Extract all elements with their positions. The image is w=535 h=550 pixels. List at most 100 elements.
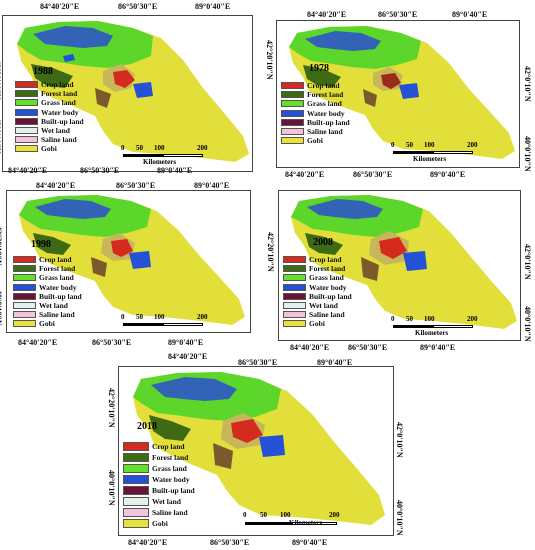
scale-bar: 0 50 100 200 Kilometers	[391, 141, 491, 163]
lon-label: 84°40′20″E	[285, 170, 325, 179]
legend-swatch	[15, 108, 38, 116]
legend-item: Saline land	[13, 310, 82, 319]
lon-label: 89°0′40″E	[430, 170, 466, 179]
legend-label: Gobi	[41, 144, 57, 154]
map-panel-1998: 1998 Crop land Forest land Grass land Wa…	[6, 190, 251, 333]
scale-tick: 50	[260, 511, 267, 519]
legend-label: Built-up land	[307, 117, 350, 127]
legend-item: Wet land	[15, 126, 84, 135]
legend-label: Forest land	[307, 90, 344, 100]
lat-label: 40°0′10″N	[395, 500, 404, 536]
legend-swatch	[283, 320, 306, 328]
lon-label: 86°50′30″E	[353, 170, 393, 179]
lat-label: 40°0′10″N	[107, 470, 116, 506]
legend-item: Crop land	[123, 441, 195, 452]
scale-tick: 100	[154, 313, 165, 321]
legend-label: Crop land	[41, 80, 74, 90]
legend-label: Saline land	[152, 508, 188, 517]
legend-swatch	[283, 265, 306, 273]
lat-label: 42°20′10″N	[0, 226, 3, 266]
legend-swatch	[13, 292, 36, 300]
legend-item: Water body	[15, 108, 84, 117]
legend-label: Grass land	[39, 273, 74, 283]
scale-bar: 0 50 100 200	[121, 313, 221, 335]
legend-label: Forest land	[152, 453, 189, 462]
legend-item: Saline land	[123, 507, 195, 518]
legend-item: Grass land	[15, 98, 84, 107]
legend-swatch	[13, 274, 36, 282]
legend-label: Wet land	[41, 126, 70, 136]
legend-label: Water body	[307, 108, 345, 118]
legend-swatch	[283, 256, 306, 264]
legend-swatch	[283, 292, 306, 300]
legend-swatch	[281, 118, 304, 126]
scale-tick: 0	[243, 511, 247, 519]
lon-label: 86°50′30″E	[348, 343, 388, 352]
scale-bar-black	[393, 325, 433, 328]
legend-label: Water body	[309, 282, 347, 292]
lon-label: 89°0′40″E	[452, 10, 488, 19]
legend-label: Crop land	[309, 255, 342, 265]
legend-label: Gobi	[307, 136, 323, 146]
legend-item: Built-up land	[15, 117, 84, 126]
legend-swatch	[15, 117, 38, 125]
legend-label: Saline land	[39, 310, 75, 320]
lon-label: 89°0′40″E	[195, 2, 231, 11]
map-panel-2018: 2018 Crop land Forest land Grass land Wa…	[118, 366, 394, 536]
lat-label: 42°20′10″N	[0, 60, 2, 100]
legend-swatch	[123, 453, 149, 462]
legend-item: Grass land	[283, 273, 352, 282]
legend-swatch	[15, 90, 38, 98]
legend-item: Saline land	[283, 310, 352, 319]
lon-label: 84°40′20″E	[8, 166, 48, 175]
map-panel-1978: 1978 Crop land Forest land Grass land Wa…	[276, 20, 520, 168]
scale-tick: 50	[136, 144, 143, 152]
scale-tick: 100	[154, 144, 165, 152]
legend-label: Built-up land	[152, 486, 195, 495]
legend-item: Saline land	[281, 127, 350, 136]
legend-swatch	[283, 302, 306, 310]
legend-label: Grass land	[152, 464, 187, 473]
scale-bar: 0 50 100 200 Kilometers	[391, 315, 491, 339]
panel-year-label: 2018	[137, 421, 157, 432]
scale-bar-black	[123, 323, 163, 326]
legend-item: Gobi	[281, 136, 350, 145]
legend-item: Grass land	[123, 463, 195, 474]
lon-label: 89°0′40″E	[317, 358, 353, 367]
scale-tick: 200	[197, 313, 208, 321]
lat-label: 40°0′10″N	[523, 136, 532, 172]
legend-swatch	[13, 256, 36, 264]
legend-swatch	[123, 519, 149, 528]
lon-label: 89°0′40″E	[292, 538, 328, 547]
legend-item: Gobi	[283, 319, 352, 328]
lon-label: 89°0′40″E	[420, 343, 456, 352]
legend-item: Saline land	[15, 135, 84, 144]
lat-label: 42°20′10″N	[266, 232, 275, 272]
panel-year-label: 1978	[309, 63, 329, 74]
legend-label: Grass land	[309, 273, 344, 283]
scale-bar-white	[163, 154, 203, 157]
legend-swatch	[13, 302, 36, 310]
legend-swatch	[281, 100, 304, 108]
legend-item: Forest land	[123, 452, 195, 463]
scale-tick: 100	[424, 141, 435, 149]
legend-label: Forest land	[309, 264, 346, 274]
lon-label: 86°50′30″E	[92, 338, 132, 347]
region-map	[17, 21, 249, 162]
legend-item: Grass land	[13, 273, 82, 282]
scale-tick: 0	[391, 141, 395, 149]
legend-label: Built-up land	[309, 291, 352, 301]
lon-label: 84°40′20″E	[290, 343, 330, 352]
lon-label: 89°0′40″E	[194, 181, 230, 190]
legend-label: Water body	[152, 475, 190, 484]
legend-label: Built-up land	[39, 291, 82, 301]
lon-label: 84°40′20″E	[307, 10, 347, 19]
legend-swatch	[281, 91, 304, 99]
lat-label: 42°0′10″N	[523, 244, 532, 280]
legend-label: Crop land	[152, 442, 185, 451]
scale-tick: 50	[406, 141, 413, 149]
legend-swatch	[123, 464, 149, 473]
scale-tick: 100	[280, 511, 291, 519]
scale-tick: 50	[406, 315, 413, 323]
legend-label: Saline land	[309, 310, 345, 320]
